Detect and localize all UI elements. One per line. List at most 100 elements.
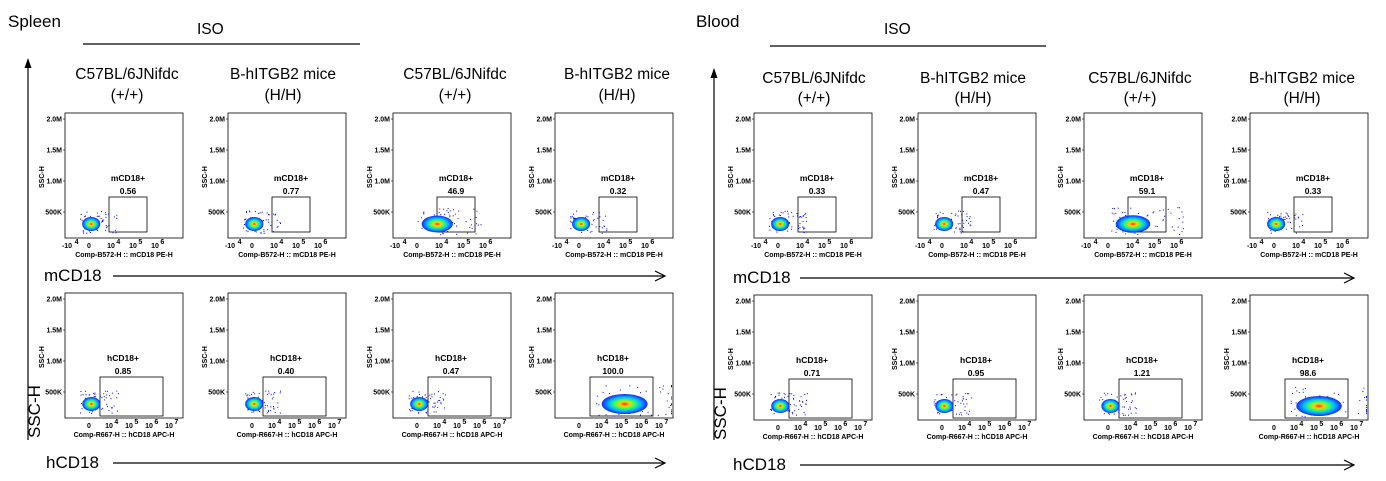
gate-rect: [589, 376, 654, 417]
event-dot: [1130, 393, 1132, 395]
event-dot: [423, 211, 425, 213]
y-tick-label: 2.0M: [536, 117, 552, 124]
density-cluster: [1115, 215, 1151, 233]
gate-rect: [1127, 196, 1167, 233]
event-dot: [593, 211, 595, 213]
x-axis-label: Comp-B572-H :: mCD18 PE-H: [565, 252, 663, 259]
y-tick-label: 1.5M: [1231, 330, 1247, 337]
y-axis-label: SSC-H: [529, 166, 536, 188]
event-dot: [449, 216, 451, 218]
event-dot: [1122, 212, 1124, 214]
event-dot: [798, 227, 800, 229]
event-dot: [1122, 413, 1124, 415]
event-dot: [1105, 394, 1107, 396]
x-tick-label: 10: [595, 423, 603, 430]
event-dot: [769, 229, 771, 231]
event-dot: [787, 395, 789, 397]
x-tick-exponent: 4: [277, 419, 281, 426]
x-tick-label: -10: [751, 243, 761, 250]
event-dot: [259, 212, 261, 214]
event-dot: [117, 393, 119, 395]
event-dot: [446, 210, 448, 212]
event-dot: [959, 228, 961, 230]
event-dot: [792, 215, 794, 217]
y-tick-label: 1.5M: [209, 328, 225, 335]
y-tick-label: 1.0M: [209, 179, 225, 186]
event-dot: [1338, 417, 1340, 419]
event-dot: [801, 405, 803, 407]
event-dot: [779, 392, 781, 394]
event-dot: [933, 229, 935, 231]
x-tick-label: 0: [776, 243, 780, 250]
event-dot: [798, 225, 800, 227]
event-dot: [455, 225, 457, 227]
event-dot: [97, 215, 99, 217]
x-tick-label: 10: [165, 423, 173, 430]
event-dot: [1118, 409, 1120, 411]
y-tick-label: 500K: [208, 210, 225, 217]
y-tick-label: 1.0M: [899, 179, 915, 186]
event-dot: [279, 222, 281, 224]
event-dot: [106, 390, 108, 392]
x-tick-label: 10: [958, 425, 966, 432]
x-tick-label: 0: [250, 243, 254, 250]
event-dot: [1301, 415, 1303, 417]
blood-title: Blood: [696, 12, 739, 31]
event-dot: [88, 230, 90, 232]
x-tick-exponent: 5: [462, 419, 466, 426]
event-dot: [958, 413, 960, 415]
x-tick-exponent: 6: [160, 239, 164, 246]
x-tick-label: 10: [270, 243, 278, 250]
blood-group-label: ISO: [884, 21, 911, 38]
event-dot: [781, 397, 783, 399]
event-dot: [935, 212, 937, 214]
event-dot: [263, 229, 265, 231]
event-dot: [662, 385, 664, 387]
event-dot: [804, 213, 806, 215]
event-dot: [244, 218, 246, 220]
event-dot: [100, 211, 102, 213]
x-tick-label: 0: [1272, 425, 1276, 432]
blood-hcd18-axis-label: hCD18: [733, 455, 786, 474]
gate-value: 0.33: [1305, 186, 1322, 196]
x-tick-exponent: 6: [317, 419, 321, 426]
event-dot: [421, 396, 423, 398]
event-dot: [967, 413, 969, 415]
event-dot: [439, 400, 441, 402]
event-dot: [113, 216, 115, 218]
x-tick-exponent: 4: [803, 421, 807, 428]
y-tick-label: 2.0M: [899, 117, 915, 124]
event-dot: [802, 220, 804, 222]
event-dot: [802, 215, 804, 217]
event-dot: [116, 214, 118, 216]
x-tick-label: 10: [314, 243, 322, 250]
event-dot: [85, 394, 87, 396]
event-dot: [267, 219, 269, 221]
event-dot: [570, 221, 572, 223]
y-tick-label: 1.5M: [899, 148, 915, 155]
event-dot: [86, 232, 88, 234]
event-dot: [275, 213, 277, 215]
event-dot: [418, 412, 420, 414]
event-dot: [936, 394, 938, 396]
gate-value: 0.32: [610, 186, 627, 196]
event-dot: [1128, 414, 1130, 416]
gate-label: mCD18+: [1296, 173, 1330, 183]
x-tick-label: 10: [107, 243, 115, 250]
x-axis-label: Comp-R667-H :: hCD18 APC-H: [74, 432, 175, 439]
event-dot: [798, 216, 800, 218]
event-dot: [769, 218, 771, 220]
event-dot: [429, 398, 431, 400]
x-tick-label: 10: [435, 243, 443, 250]
x-tick-exponent: 4: [805, 239, 809, 246]
event-dot: [115, 229, 117, 231]
event-dot: [598, 404, 600, 406]
event-dot: [266, 393, 268, 395]
event-dot: [576, 210, 578, 212]
event-dot: [1284, 218, 1286, 220]
y-tick-label: 1.5M: [536, 148, 552, 155]
event-dot: [111, 412, 113, 414]
gate-label: mCD18+: [274, 173, 308, 183]
event-dot: [106, 394, 108, 396]
